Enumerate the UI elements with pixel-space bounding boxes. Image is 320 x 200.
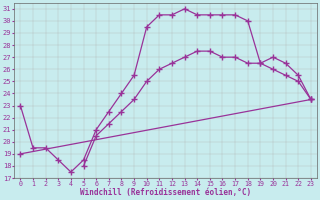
X-axis label: Windchill (Refroidissement éolien,°C): Windchill (Refroidissement éolien,°C) <box>80 188 251 197</box>
